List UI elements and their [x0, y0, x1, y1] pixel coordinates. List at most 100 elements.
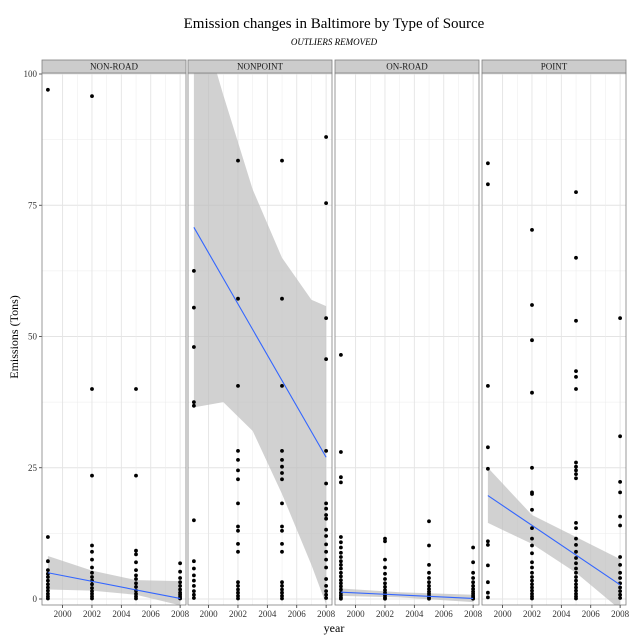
data-point — [236, 501, 240, 506]
data-point — [618, 596, 622, 600]
data-point — [574, 464, 578, 469]
data-point — [339, 574, 343, 579]
data-point — [280, 458, 284, 462]
data-point — [236, 384, 240, 388]
panel-non-road: NON-ROAD 2000 2002 2004 2006 2008 — [41, 59, 190, 619]
x-tick-label: 2008 — [611, 609, 630, 619]
data-point — [324, 501, 328, 506]
data-point — [618, 570, 622, 575]
data-point — [427, 587, 431, 591]
data-point — [46, 585, 50, 590]
x-tick-label: 2000 — [54, 609, 73, 619]
data-point — [618, 514, 622, 519]
data-point — [90, 549, 94, 554]
data-point — [192, 596, 196, 600]
data-point — [134, 473, 138, 478]
data-point — [530, 507, 534, 512]
data-point — [339, 584, 343, 589]
y-axis-title: Emissions (Tons) — [7, 295, 21, 379]
data-point — [324, 481, 328, 486]
data-point — [90, 596, 94, 601]
trend-line — [193, 227, 327, 458]
panel-on-road: ON-ROAD 2000 2002 2004 2006 2008 — [334, 59, 483, 619]
data-point — [192, 584, 196, 588]
data-point — [574, 556, 578, 560]
data-point — [324, 549, 328, 554]
data-point — [90, 473, 94, 478]
panel-point: POINT 2000 2002 2004 2006 2008 — [481, 59, 630, 619]
data-point — [530, 560, 534, 565]
facet-strip — [334, 59, 480, 74]
data-point — [134, 552, 138, 557]
data-point — [383, 557, 387, 562]
data-point — [530, 543, 534, 548]
data-point — [339, 581, 343, 586]
data-point — [324, 542, 328, 547]
data-point — [236, 468, 240, 473]
data-point — [324, 201, 328, 206]
data-point — [574, 566, 578, 571]
data-point — [46, 591, 50, 596]
data-point — [530, 591, 534, 596]
data-point — [574, 255, 578, 260]
data-point — [427, 519, 431, 524]
y-tick-label: 75 — [28, 200, 38, 210]
data-point — [280, 587, 284, 592]
data-point — [427, 596, 431, 601]
data-point — [90, 387, 94, 391]
data-point — [324, 577, 328, 581]
data-point — [324, 557, 328, 562]
data-point — [383, 536, 387, 541]
data-point — [574, 578, 578, 583]
confidence-ribbon — [193, 73, 327, 605]
data-point — [574, 476, 578, 481]
data-point — [280, 384, 284, 388]
data-point — [574, 561, 578, 566]
data-point — [192, 305, 196, 310]
data-point — [324, 589, 328, 593]
x-tick-label: 2006 — [435, 609, 454, 619]
data-point — [383, 539, 387, 544]
data-point — [339, 353, 343, 357]
panel-background — [335, 73, 479, 605]
data-point — [134, 596, 138, 601]
data-point — [236, 596, 240, 601]
data-point — [324, 513, 328, 517]
data-point — [618, 585, 622, 590]
data-point — [280, 449, 284, 453]
data-point — [90, 565, 94, 570]
data-point — [574, 575, 578, 579]
data-point — [530, 578, 534, 583]
data-point — [46, 578, 50, 583]
data-point — [486, 445, 490, 450]
data-point — [46, 596, 50, 601]
x-axis-title: year — [324, 621, 345, 635]
data-point — [324, 135, 328, 139]
data-point — [324, 316, 328, 320]
data-point — [383, 577, 387, 581]
data-point — [280, 584, 284, 588]
data-point — [236, 477, 240, 482]
data-point — [618, 576, 622, 580]
data-point — [486, 543, 490, 547]
chart-subtitle: OUTLIERS REMOVED — [291, 37, 378, 47]
data-point — [486, 595, 490, 600]
y-tick-label: 100 — [24, 69, 38, 79]
data-point — [471, 560, 475, 565]
data-point — [486, 563, 490, 568]
data-point — [280, 501, 284, 506]
data-point — [383, 565, 387, 570]
data-point — [339, 596, 343, 601]
data-point — [339, 566, 343, 571]
data-point — [574, 521, 578, 525]
x-tick-label: 2000 — [347, 609, 366, 619]
x-tick-label: 2004 — [258, 609, 277, 619]
data-point — [530, 492, 534, 496]
data-point — [486, 161, 490, 166]
data-point — [486, 590, 490, 595]
data-point — [383, 581, 387, 586]
panel-nonpoint: NONPOINT 2000 2002 2004 2006 2008 — [187, 59, 336, 619]
data-point — [339, 555, 343, 559]
data-point — [324, 449, 328, 453]
